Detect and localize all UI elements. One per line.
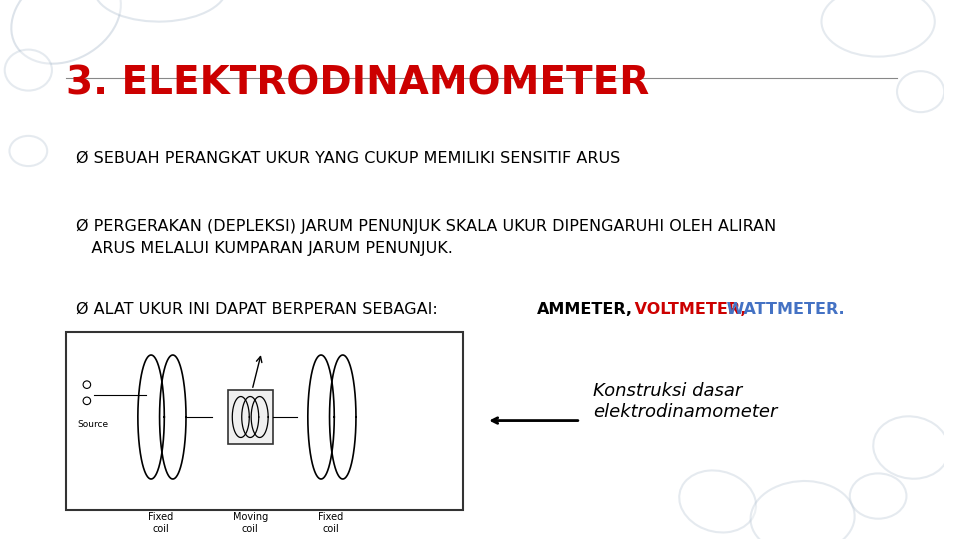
Ellipse shape: [850, 474, 906, 519]
Ellipse shape: [680, 470, 756, 532]
Text: WATTMETER.: WATTMETER.: [721, 302, 845, 317]
Text: 3. ELEKTRODINAMOMETER: 3. ELEKTRODINAMOMETER: [66, 65, 649, 103]
Ellipse shape: [10, 136, 47, 166]
Text: Moving
coil: Moving coil: [232, 512, 268, 534]
Text: AMMETER,: AMMETER,: [538, 302, 634, 317]
Bar: [228, 390, 273, 444]
Ellipse shape: [874, 416, 949, 479]
Text: Ø PERGERAKAN (DEPLEKSI) JARUM PENUNJUK SKALA UKUR DIPENGARUHI OLEH ALIRAN
   ARU: Ø PERGERAKAN (DEPLEKSI) JARUM PENUNJUK S…: [76, 218, 776, 256]
Ellipse shape: [897, 71, 945, 112]
Ellipse shape: [822, 0, 935, 57]
Text: Ø ALAT UKUR INI DAPAT BERPERAN SEBAGAI:: Ø ALAT UKUR INI DAPAT BERPERAN SEBAGAI:: [76, 302, 443, 317]
Text: Ø SEBUAH PERANGKAT UKUR YANG CUKUP MEMILIKI SENSITIF ARUS: Ø SEBUAH PERANGKAT UKUR YANG CUKUP MEMIL…: [76, 151, 620, 166]
Ellipse shape: [5, 50, 52, 91]
Text: Source: Source: [78, 420, 108, 429]
Ellipse shape: [751, 481, 854, 540]
Ellipse shape: [94, 0, 227, 22]
Ellipse shape: [84, 397, 90, 404]
Text: Fixed
coil: Fixed coil: [148, 512, 173, 534]
Bar: [66, 332, 463, 510]
Ellipse shape: [12, 0, 121, 64]
Text: Konstruksi dasar
elektrodinamometer: Konstruksi dasar elektrodinamometer: [593, 382, 778, 421]
Text: Fixed
coil: Fixed coil: [318, 512, 343, 534]
Ellipse shape: [84, 381, 90, 388]
Text: VOLTMETER,: VOLTMETER,: [629, 302, 747, 317]
